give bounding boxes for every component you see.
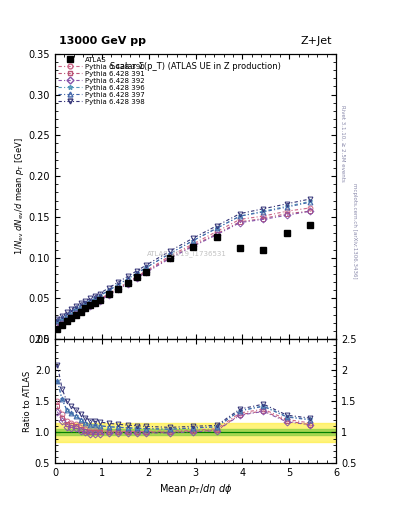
Text: mcplots.cern.ch [arXiv:1306.3436]: mcplots.cern.ch [arXiv:1306.3436] <box>352 183 357 278</box>
Bar <box>55 429 336 435</box>
Y-axis label: $1/N_\mathrm{ev}\ dN_\mathrm{ev}/d$ mean $p_\mathrm{T}$ [GeV]: $1/N_\mathrm{ev}\ dN_\mathrm{ev}/d$ mean… <box>13 138 26 255</box>
Legend: ATLAS, Pythia 6.428 390, Pythia 6.428 391, Pythia 6.428 392, Pythia 6.428 396, P: ATLAS, Pythia 6.428 390, Pythia 6.428 39… <box>57 56 145 105</box>
Bar <box>55 423 336 442</box>
Text: Scalar Σ(p_T) (ATLAS UE in Z production): Scalar Σ(p_T) (ATLAS UE in Z production) <box>110 62 281 71</box>
Y-axis label: Ratio to ATLAS: Ratio to ATLAS <box>23 371 32 432</box>
Text: Rivet 3.1.10, ≥ 2.5M events: Rivet 3.1.10, ≥ 2.5M events <box>340 105 345 182</box>
X-axis label: Mean $p_\mathrm{T}/d\eta\ d\phi$: Mean $p_\mathrm{T}/d\eta\ d\phi$ <box>159 482 232 497</box>
Text: Z+Jet: Z+Jet <box>301 36 332 46</box>
Text: 13000 GeV pp: 13000 GeV pp <box>59 36 146 46</box>
Text: ATLAS_2019_I1736531: ATLAS_2019_I1736531 <box>147 250 227 257</box>
